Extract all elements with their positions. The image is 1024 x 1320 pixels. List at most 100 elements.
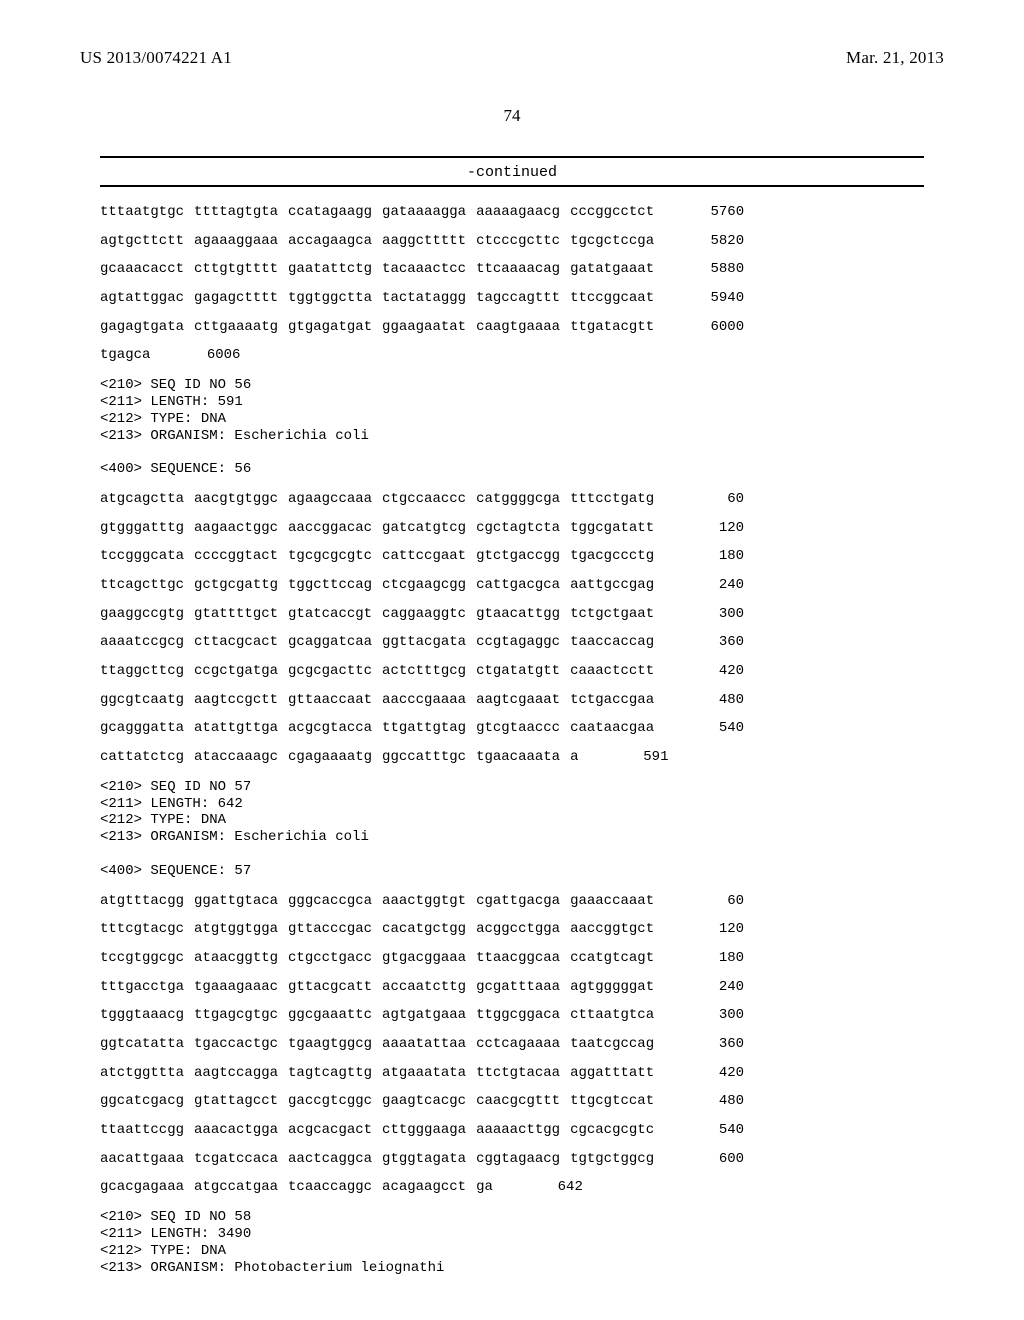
sequence-groups: aacattgaaatcgatccacaaactcaggcagtggtagata…: [100, 1152, 664, 1167]
sequence-group: ttaacggcaa: [476, 950, 560, 966]
sequence-group: ctcgaagcgg: [382, 577, 466, 593]
sequence-group: aaaaacttgg: [476, 1122, 560, 1138]
sequence-group: ga: [476, 1179, 493, 1195]
sequence-group: caataacgaa: [570, 720, 654, 736]
sequence-group: aacgtgtggc: [194, 491, 278, 507]
sequence-group: aaaatccgcg: [100, 634, 184, 650]
sequence-row: agtgcttcttagaaaggaaaaccagaagcaaaggcttttt…: [100, 234, 924, 249]
sequence-group: tgaaagaaac: [194, 979, 278, 995]
sequence-group: gcaaacacct: [100, 261, 184, 277]
sequence-groups: tttgacctgatgaaagaaacgttacgcattaccaatcttg…: [100, 980, 664, 995]
sequence-position: 591: [608, 750, 668, 765]
sequence-group: ccgtagaggc: [476, 634, 560, 650]
sequence-group: ttaattccgg: [100, 1122, 184, 1138]
sequence-group: cggtagaacg: [476, 1151, 560, 1167]
sequence-group: aacccgaaaa: [382, 692, 466, 708]
sequence-position: 60: [684, 492, 744, 507]
sequence-group: caggaaggtc: [382, 606, 466, 622]
sequence-group: ttttagtgta: [194, 204, 278, 220]
sequence-group: aaactggtgt: [382, 893, 466, 909]
sequence-group: accaatcttg: [382, 979, 466, 995]
sequence-position: 180: [684, 549, 744, 564]
sequence-groups: ttcagcttgcgctgcgattgtggcttccagctcgaagcgg…: [100, 578, 664, 593]
sequence-group: catggggcga: [476, 491, 560, 507]
sequence-group: tcaaccaggc: [288, 1179, 372, 1195]
sequence-groups: aaaatccgcgcttacgcactgcaggatcaaggttacgata…: [100, 635, 664, 650]
sequence-position: 5940: [684, 291, 744, 306]
sequence-group: gtcgtaaccc: [476, 720, 560, 736]
sequence-meta: <210> SEQ ID NO 57 <211> LENGTH: 642 <21…: [100, 779, 924, 880]
sequence-group: gaatattctg: [288, 261, 372, 277]
sequence-group: gttaaccaat: [288, 692, 372, 708]
sequence-group: cttgaaaatg: [194, 319, 278, 335]
sequence-row: atctggtttaaagtccaggatagtcagttgatgaaatata…: [100, 1066, 924, 1081]
sequence-group: ctgccaaccc: [382, 491, 466, 507]
sequence-group: ttgcgtccat: [570, 1093, 654, 1109]
sequence-group: cttacgcact: [194, 634, 278, 650]
sequence-group: cgcacgcgtc: [570, 1122, 654, 1138]
sequence-group: gttacccgac: [288, 921, 372, 937]
sequence-group: gatatgaaat: [570, 261, 654, 277]
sequence-group: accagaagca: [288, 233, 372, 249]
sequence-group: gataaaagga: [382, 204, 466, 220]
sequence-position: 60: [684, 894, 744, 909]
sequence-group: cgctagtcta: [476, 520, 560, 536]
sequence-group: ttgattgtag: [382, 720, 466, 736]
page-number: 74: [80, 106, 944, 126]
sequence-groups: cattatctcgataccaaagccgagaaaatgggccatttgc…: [100, 750, 588, 765]
sequence-group: aagtcgaaat: [476, 692, 560, 708]
sequence-position: 642: [523, 1180, 583, 1195]
sequence-group: ttgagcgtgc: [194, 1007, 278, 1023]
sequence-row: aacattgaaatcgatccacaaactcaggcagtggtagata…: [100, 1152, 924, 1167]
sequence-group: gatcatgtcg: [382, 520, 466, 536]
sequence-row: gcacgagaaaatgccatgaatcaaccaggcacagaagcct…: [100, 1180, 924, 1195]
sequence-group: tgacgccctg: [570, 548, 654, 564]
sequence-groups: tttaatgtgcttttagtgtaccatagaagggataaaagga…: [100, 205, 664, 220]
sequence-row: gcagggattaatattgttgaacgcgtaccattgattgtag…: [100, 721, 924, 736]
sequence-group: cttgtgtttt: [194, 261, 278, 277]
sequence-groups: atctggtttaaagtccaggatagtcagttgatgaaatata…: [100, 1066, 664, 1081]
sequence-position: 480: [684, 693, 744, 708]
sequence-group: aaaatattaa: [382, 1036, 466, 1052]
sequence-group: agtgggggat: [570, 979, 654, 995]
sequence-group: taatcgccag: [570, 1036, 654, 1052]
sequence-group: ctgatatgtt: [476, 663, 560, 679]
sequence-row: atgcagcttaaacgtgtggcagaagccaaactgccaaccc…: [100, 492, 924, 507]
sequence-group: ggaagaatat: [382, 319, 466, 335]
sequence-row: ttaggcttcgccgctgatgagcgcgacttcactctttgcg…: [100, 664, 924, 679]
sequence-group: ggcgtcaatg: [100, 692, 184, 708]
sequence-row: tgggtaaacgttgagcgtgcggcgaaattcagtgatgaaa…: [100, 1008, 924, 1023]
sequence-group: aaaaagaacg: [476, 204, 560, 220]
sequence-group: tgagca: [100, 347, 150, 363]
sequence-row: gagagtgatacttgaaaatggtgagatgatggaagaatat…: [100, 320, 924, 335]
sequence-group: tggtggctta: [288, 290, 372, 306]
sequence-group: gcacgagaaa: [100, 1179, 184, 1195]
sequence-position: 5760: [684, 205, 744, 220]
sequence-position: 540: [684, 721, 744, 736]
sequence-group: gcagggatta: [100, 720, 184, 736]
sequence-row: gcaaacacctcttgtgttttgaatattctgtacaaactcc…: [100, 262, 924, 277]
sequence-group: atgtggtgga: [194, 921, 278, 937]
sequence-group: cctcagaaaa: [476, 1036, 560, 1052]
sequence-position: 120: [684, 521, 744, 536]
sequence-group: gtctgaccgg: [476, 548, 560, 564]
sequence-row: ttaattccggaaacactggaacgcacgactcttgggaaga…: [100, 1123, 924, 1138]
sequence-group: tgtgctggcg: [570, 1151, 654, 1167]
sequence-group: tgcgcgcgtc: [288, 548, 372, 564]
sequence-group: gtaacattgg: [476, 606, 560, 622]
sequence-group: acggcctgga: [476, 921, 560, 937]
sequence-group: ggcgaaattc: [288, 1007, 372, 1023]
sequence-group: atgccatgaa: [194, 1179, 278, 1195]
sequence-groups: gcaaacacctcttgtgttttgaatattctgtacaaactcc…: [100, 262, 664, 277]
sequence-row: cattatctcgataccaaagccgagaaaatgggccatttgc…: [100, 750, 924, 765]
sequence-group: gtattagcct: [194, 1093, 278, 1109]
sequence-group: aaccggacac: [288, 520, 372, 536]
sequence-group: ttaggcttcg: [100, 663, 184, 679]
sequence-group: atattgttga: [194, 720, 278, 736]
sequence-row: atgtttacggggattgtacagggcaccgcaaaactggtgt…: [100, 894, 924, 909]
sequence-group: agaaaggaaa: [194, 233, 278, 249]
sequence-group: actctttgcg: [382, 663, 466, 679]
sequence-group: tagccagttt: [476, 290, 560, 306]
sequence-position: 600: [684, 1152, 744, 1167]
sequence-group: atgcagctta: [100, 491, 184, 507]
